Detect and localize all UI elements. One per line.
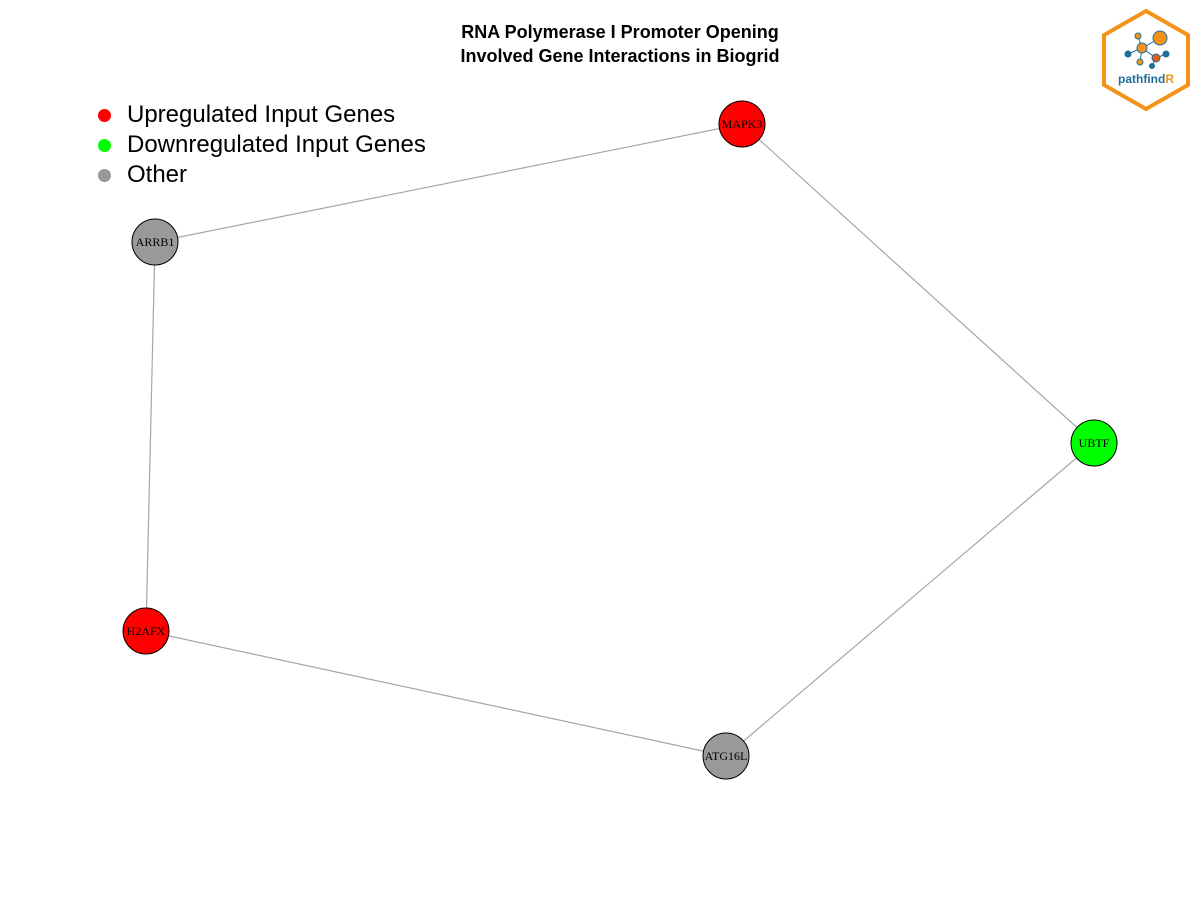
- node-h2afx: H2AFX: [122, 607, 170, 655]
- edge-mapk3-ubtf: [741, 123, 1095, 444]
- edge-arrb1-h2afx: [145, 241, 156, 632]
- logo-text-accent: R: [1165, 72, 1174, 86]
- network-icon: [1124, 30, 1170, 69]
- legend-label: Downregulated Input Genes: [127, 131, 426, 158]
- logo-text: pathfindR: [1118, 72, 1174, 86]
- legend-dot-gray-icon: [98, 168, 111, 182]
- node-circle: [131, 218, 179, 266]
- node-circle: [1070, 419, 1118, 467]
- nodes-layer: MAPK3 ARRB1 UBTF H2AFX ATG16L: [122, 100, 1118, 780]
- node-label: ATG16L: [705, 749, 748, 763]
- legend-item-other: Other: [98, 160, 426, 190]
- node-circle: [122, 607, 170, 655]
- edge-ubtf-atg16l: [725, 442, 1095, 757]
- node-label: ARRB1: [136, 235, 175, 249]
- legend-item-upregulated: Upregulated Input Genes: [98, 100, 426, 130]
- legend-label: Other: [127, 161, 188, 188]
- node-circle: [702, 732, 750, 780]
- legend-dot-green-icon: [98, 138, 111, 152]
- edge-h2afx-atg16l: [145, 630, 727, 757]
- node-label: H2AFX: [127, 624, 166, 638]
- node-circle: [718, 100, 766, 148]
- node-arrb1: ARRB1: [131, 218, 179, 266]
- title-line-2: Involved Gene Interactions in Biogrid: [460, 46, 780, 66]
- pathfindr-logo: pathfindR: [1102, 8, 1190, 112]
- legend-item-downregulated: Downregulated Input Genes: [98, 130, 426, 160]
- chart-title: RNA Polymerase I Promoter Opening Involv…: [0, 20, 1200, 68]
- node-label: MAPK3: [722, 117, 763, 131]
- node-mapk3: MAPK3: [718, 100, 766, 148]
- node-ubtf: UBTF: [1070, 419, 1118, 467]
- logo-hexagon: [1102, 8, 1190, 112]
- legend: Upregulated Input Genes Downregulated In…: [98, 100, 426, 190]
- logo-text-main: pathfind: [1118, 72, 1165, 86]
- legend-label: Upregulated Input Genes: [127, 101, 396, 128]
- edge-arrb1-mapk3: [154, 123, 743, 243]
- node-atg16l: ATG16L: [702, 732, 750, 780]
- node-label: UBTF: [1079, 436, 1110, 450]
- title-line-1: RNA Polymerase I Promoter Opening: [461, 22, 779, 42]
- legend-dot-red-icon: [98, 108, 111, 122]
- edges-layer: [145, 123, 1095, 757]
